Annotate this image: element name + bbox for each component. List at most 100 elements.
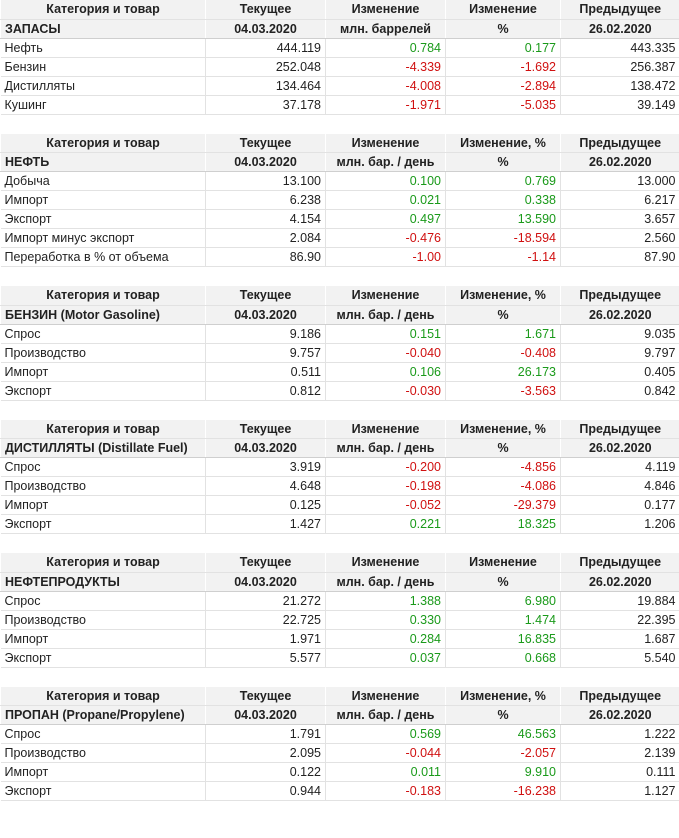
cell: -0.408 [445, 343, 561, 363]
cell: 0.338 [445, 190, 561, 210]
cell: 252.048 [205, 57, 326, 77]
cell: -0.052 [325, 495, 446, 515]
cell: 16.835 [445, 629, 561, 649]
cell: 13.100 [205, 171, 326, 191]
cell: Предыдущее [560, 133, 679, 153]
cell: Импорт [0, 190, 206, 210]
data-row: Производство 2.095 -0.044 -2.057 2.139 [0, 743, 679, 763]
cell: Нефть [0, 38, 206, 58]
cell: % [445, 438, 561, 458]
cell: 0.944 [205, 781, 326, 801]
cell: 1.222 [560, 724, 679, 744]
cell: Изменение, % [445, 133, 561, 153]
cell: -0.200 [325, 457, 446, 477]
cell: Импорт [0, 362, 206, 382]
cell: 6.980 [445, 591, 561, 611]
data-row: Производство 9.757 -0.040 -0.408 9.797 [0, 343, 679, 363]
cell: Экспорт [0, 648, 206, 668]
cell: 0.842 [560, 381, 679, 401]
data-table: Категория и товар Текущее Изменение Изменен… [0, 286, 679, 401]
data-row: Переработка в % от объема 86.90 -1.00 -1.14… [0, 247, 679, 267]
cell: Бензин [0, 57, 206, 77]
cell: Экспорт [0, 381, 206, 401]
cell: 2.560 [560, 228, 679, 248]
cell: 0.177 [560, 495, 679, 515]
data-row: Дистилляты 134.464 -4.008 -2.894 138.472 [0, 76, 679, 96]
cell: -0.198 [325, 476, 446, 496]
cell: -1.14 [445, 247, 561, 267]
cell: 26.02.2020 [560, 19, 679, 39]
cell: 26.02.2020 [560, 305, 679, 325]
data-row: Спрос 3.919 -0.200 -4.856 4.119 [0, 457, 679, 477]
cell: 256.387 [560, 57, 679, 77]
cell: 0.405 [560, 362, 679, 382]
cell: -29.379 [445, 495, 561, 515]
cell: 1.671 [445, 324, 561, 344]
cell: 0.021 [325, 190, 446, 210]
cell: -0.476 [325, 228, 446, 248]
cell: 26.02.2020 [560, 438, 679, 458]
cell: 46.563 [445, 724, 561, 744]
data-row: Экспорт 4.154 0.497 13.590 3.657 [0, 209, 679, 229]
cell: % [445, 19, 561, 39]
cell: Текущее [205, 686, 326, 706]
cell: млн. бар. / день [325, 305, 446, 325]
cell: 04.03.2020 [205, 705, 326, 725]
cell: Изменение [325, 0, 446, 20]
cell: 13.000 [560, 171, 679, 191]
data-row: Импорт 0.125 -0.052 -29.379 0.177 [0, 495, 679, 515]
cell: млн. бар. / день [325, 705, 446, 725]
cell: Экспорт [0, 209, 206, 229]
data-row: Производство 22.725 0.330 1.474 22.395 [0, 610, 679, 630]
data-table: Категория и товар Текущее Изменение Изменен… [0, 133, 679, 267]
cell: Спрос [0, 591, 206, 611]
cell: 9.910 [445, 762, 561, 782]
data-row: Импорт 0.122 0.011 9.910 0.111 [0, 762, 679, 782]
cell: -0.044 [325, 743, 446, 763]
cell: Предыдущее [560, 0, 679, 20]
cell: 5.577 [205, 648, 326, 668]
cell: Текущее [205, 286, 326, 306]
cell: Текущее [205, 553, 326, 573]
data-row: Бензин 252.048 -4.339 -1.692 256.387 [0, 57, 679, 77]
cell: НЕФТЕПРОДУКТЫ [0, 572, 206, 592]
cell: 22.725 [205, 610, 326, 630]
cell: 4.648 [205, 476, 326, 496]
cell: 1.474 [445, 610, 561, 630]
subheader-row: ЗАПАСЫ 04.03.2020 млн. баррелей% 26.02.2020 [0, 19, 679, 39]
cell: Изменение [325, 286, 446, 306]
cell: -2.894 [445, 76, 561, 96]
cell: 138.472 [560, 76, 679, 96]
cell: 0.668 [445, 648, 561, 668]
data-row: Добыча 13.100 0.100 0.769 13.000 [0, 171, 679, 191]
cell: 0.812 [205, 381, 326, 401]
cell: Изменение [325, 133, 446, 153]
cell: Экспорт [0, 514, 206, 534]
cell: Производство [0, 476, 206, 496]
cell: 1.791 [205, 724, 326, 744]
cell: 9.797 [560, 343, 679, 363]
cell: -4.339 [325, 57, 446, 77]
cell: ДИСТИЛЛЯТЫ (Distillate Fuel) [0, 438, 206, 458]
cell: 2.084 [205, 228, 326, 248]
header-row: Категория и товар Текущее Изменение Изменен… [0, 133, 679, 153]
cell: -1.00 [325, 247, 446, 267]
cell: 0.106 [325, 362, 446, 382]
cell: Экспорт [0, 781, 206, 801]
cell: 0.284 [325, 629, 446, 649]
cell: -1.971 [325, 95, 446, 115]
cell: млн. бар. / день [325, 572, 446, 592]
cell: 04.03.2020 [205, 152, 326, 172]
cell: 0.151 [325, 324, 446, 344]
cell: 0.569 [325, 724, 446, 744]
cell: ЗАПАСЫ [0, 19, 206, 39]
cell: 1.971 [205, 629, 326, 649]
cell: Производство [0, 343, 206, 363]
cell: Изменение, % [445, 686, 561, 706]
cell: 22.395 [560, 610, 679, 630]
cell: -18.594 [445, 228, 561, 248]
data-table: Категория и товар Текущее Изменение Изменен… [0, 553, 679, 668]
cell: 134.464 [205, 76, 326, 96]
cell: 5.540 [560, 648, 679, 668]
cell: -4.086 [445, 476, 561, 496]
